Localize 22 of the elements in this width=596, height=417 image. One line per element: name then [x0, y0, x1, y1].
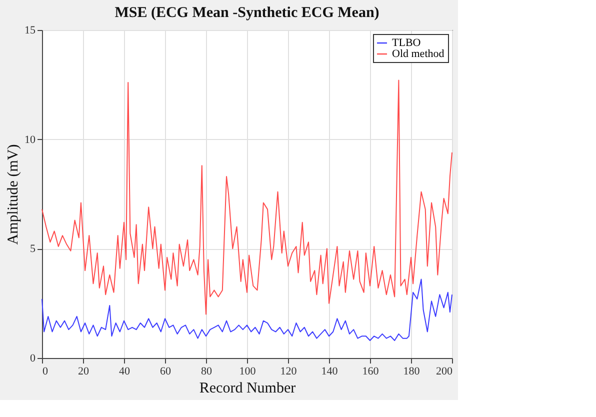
x-tick-label: 0 — [42, 366, 48, 378]
chart-title: MSE (ECG Mean -Synthetic ECG Mean) — [114, 5, 380, 21]
x-tick-label: 20 — [78, 366, 90, 378]
line-series — [42, 278, 452, 342]
legend-label: TLBO — [392, 37, 421, 49]
x-tick-label: 120 — [280, 366, 298, 378]
legend-label: Old method — [392, 48, 445, 60]
x-tick-label: 100 — [239, 366, 256, 378]
x-tick-label: 180 — [403, 366, 420, 378]
x-axis-title: Record Number — [199, 380, 296, 396]
line-series — [42, 80, 452, 315]
x-tick-label: 200 — [436, 366, 453, 378]
x-tick-label: 60 — [160, 366, 172, 378]
y-tick-label: 5 — [30, 243, 36, 256]
x-tick-label: 40 — [119, 366, 130, 378]
x-tick-label: 160 — [362, 366, 380, 378]
y-tick-label: 0 — [30, 352, 36, 364]
x-tick-label: 140 — [321, 366, 338, 378]
y-tick-label: 10 — [24, 134, 36, 146]
x-tick-label: 80 — [201, 366, 212, 378]
y-tick-label: 15 — [24, 24, 36, 36]
y-axis-title: Amplitude (mV) — [6, 144, 22, 245]
